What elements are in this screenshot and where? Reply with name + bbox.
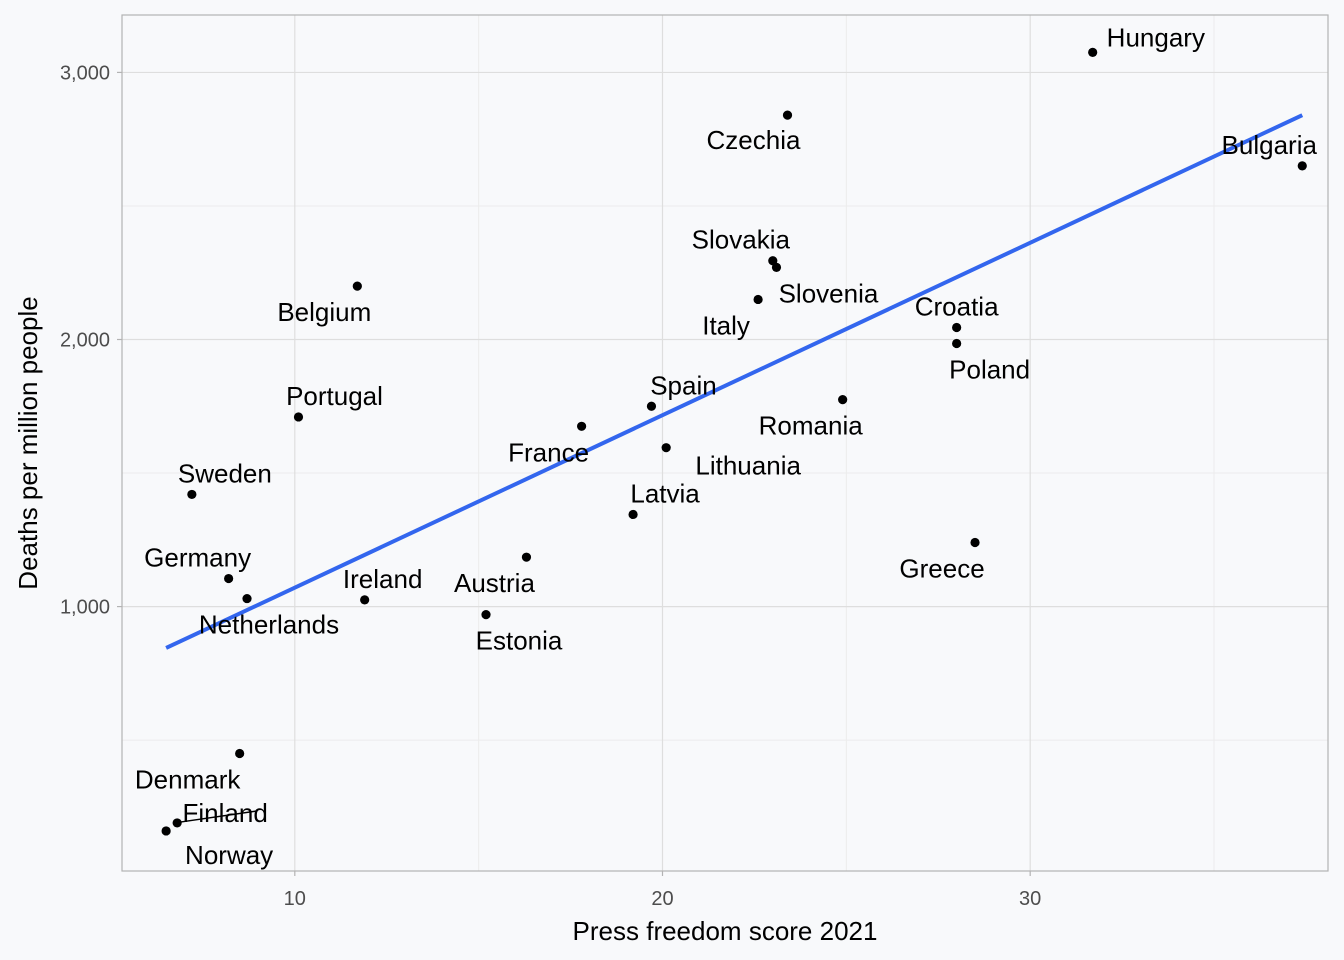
- x-tick-label: 10: [284, 888, 306, 910]
- label-denmark: Denmark: [135, 764, 241, 794]
- x-tick-label: 20: [651, 888, 673, 910]
- x-axis-title: Press freedom score 2021: [573, 916, 878, 946]
- point-france: [577, 421, 587, 431]
- point-netherlands: [242, 593, 252, 604]
- point-czechia: [782, 110, 793, 120]
- point-austria: [521, 552, 532, 562]
- point-denmark: [235, 748, 245, 759]
- label-croatia: Croatia: [915, 291, 999, 321]
- data-points: [161, 47, 1307, 836]
- point-finland: [172, 818, 182, 828]
- label-spain: Spain: [650, 370, 717, 400]
- label-hungary: Hungary: [1107, 22, 1205, 52]
- label-romania: Romania: [759, 411, 864, 441]
- label-netherlands: Netherlands: [199, 610, 339, 640]
- trend-line: [165, 113, 1304, 650]
- label-latvia: Latvia: [630, 478, 700, 508]
- point-croatia: [952, 322, 962, 333]
- point-bulgaria: [1297, 161, 1307, 171]
- label-poland: Poland: [949, 355, 1030, 385]
- point-greece: [970, 537, 980, 548]
- label-france: France: [508, 437, 589, 467]
- plot-panel-border: [121, 14, 1329, 872]
- finland-label-leader: [181, 810, 258, 823]
- label-estonia: Estonia: [476, 626, 563, 656]
- label-germany: Germany: [144, 543, 251, 573]
- point-latvia: [628, 509, 638, 520]
- label-finland: Finland: [183, 798, 268, 828]
- y-tick-label: 2,000: [60, 330, 110, 352]
- label-ireland: Ireland: [343, 564, 423, 594]
- y-axis-ticks: 1,000 2,000 3,000: [60, 62, 122, 619]
- label-greece: Greece: [899, 553, 984, 583]
- label-austria: Austria: [454, 568, 535, 598]
- point-portugal: [293, 412, 304, 422]
- x-axis-ticks: 10 20 30: [284, 871, 1041, 910]
- point-slovenia: [771, 262, 782, 272]
- label-norway: Norway: [185, 840, 273, 870]
- label-slovakia: Slovakia: [692, 225, 791, 255]
- label-czechia: Czechia: [707, 125, 801, 155]
- point-estonia: [481, 610, 491, 620]
- label-portugal: Portugal: [286, 381, 383, 411]
- point-hungary: [1088, 47, 1098, 57]
- point-italy: [753, 294, 763, 305]
- point-belgium: [352, 281, 362, 291]
- x-tick-label: 30: [1019, 888, 1041, 910]
- label-italy: Italy: [702, 310, 750, 340]
- label-sweden: Sweden: [178, 458, 272, 488]
- y-tick-label: 3,000: [60, 62, 110, 84]
- y-axis-title: Deaths per million people: [13, 296, 43, 589]
- label-belgium: Belgium: [277, 297, 371, 327]
- label-lithuania: Lithuania: [695, 451, 801, 481]
- trend-layer: [165, 113, 1304, 650]
- point-romania: [838, 394, 848, 405]
- point-labels: Hungary Czechia Bulgaria Slovakia Slovenia It…: [135, 22, 1318, 870]
- y-tick-label: 1,000: [60, 597, 110, 619]
- label-bulgaria: Bulgaria: [1222, 130, 1318, 160]
- point-sweden: [187, 489, 197, 500]
- point-lithuania: [661, 443, 671, 453]
- point-poland: [952, 338, 962, 349]
- point-norway: [161, 826, 171, 836]
- point-ireland: [360, 595, 370, 605]
- point-spain: [646, 401, 657, 411]
- label-slovenia: Slovenia: [779, 278, 879, 308]
- point-germany: [224, 573, 234, 584]
